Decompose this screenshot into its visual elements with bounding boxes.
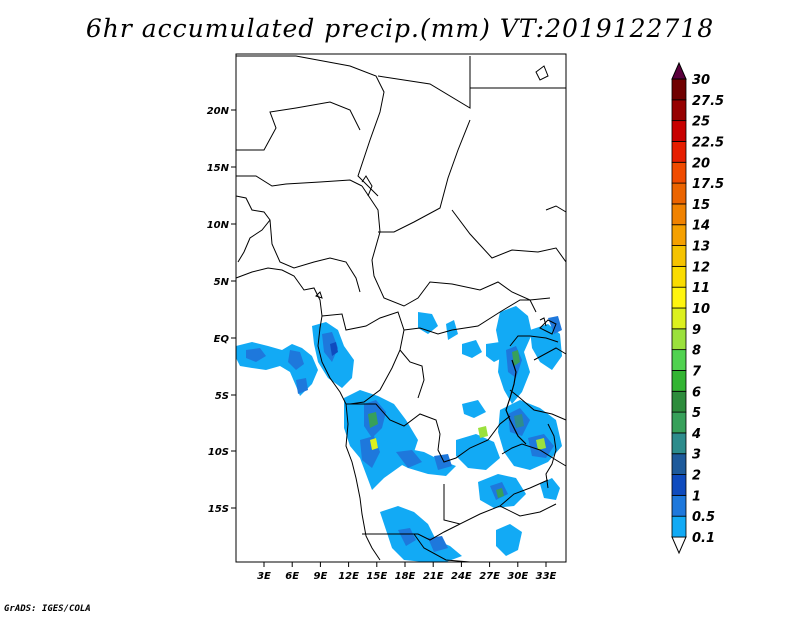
lon-tick-label: 3E xyxy=(257,571,271,582)
colorbar-segment xyxy=(671,203,687,226)
colorbar-segment xyxy=(671,161,687,184)
colorbar-label: 0.1 xyxy=(692,531,715,546)
colorbar-label: 14 xyxy=(692,219,710,234)
lat-tick-label: 5S xyxy=(215,391,229,402)
colorbar-label: 30 xyxy=(692,73,710,88)
colorbar-label: 5 xyxy=(692,406,701,421)
colorbar-label: 12 xyxy=(692,260,710,275)
lat-tick-label: 15N xyxy=(207,163,230,174)
lon-tick-label: 18E xyxy=(395,571,416,582)
precip-shading xyxy=(236,306,562,562)
country-borders xyxy=(235,55,567,563)
colorbar-segment xyxy=(671,453,687,475)
colorbar-label: 17.5 xyxy=(692,177,724,192)
grads-credit: GrADS: IGES/COLA xyxy=(4,604,91,614)
colorbar-label: 13 xyxy=(692,240,710,255)
colorbar-label: 6 xyxy=(692,385,701,400)
latitude-axis: 20N 15N 10N 5N EQ 5S 10S 15S xyxy=(207,106,236,515)
colorbar-label: 2 xyxy=(692,469,701,484)
colorbar-segment xyxy=(671,78,687,101)
colorbar-segment xyxy=(671,265,687,288)
colorbar-label: 0.5 xyxy=(692,510,715,525)
colorbar-segment xyxy=(671,141,687,163)
colorbar-segment xyxy=(671,515,687,538)
lat-tick-label: 10S xyxy=(208,447,229,458)
precip-shading-heavier xyxy=(246,316,562,552)
lon-tick-label: 21E xyxy=(423,571,444,582)
lon-tick-label: 6E xyxy=(285,571,299,582)
map-frame xyxy=(235,53,567,563)
lon-tick-label: 30E xyxy=(507,571,528,582)
lat-tick-label: 15S xyxy=(208,504,229,515)
colorbar-label: 7 xyxy=(692,364,702,379)
colorbar-segment xyxy=(671,349,687,371)
lon-tick-label: 9E xyxy=(314,571,328,582)
colorbar-segment xyxy=(671,411,687,434)
colorbar-segment xyxy=(671,245,687,267)
map-title: 6hr accumulated precip.(mm) VT:201912271… xyxy=(85,14,715,43)
colorbar-label: 8 xyxy=(692,344,701,359)
colorbar-segment xyxy=(671,432,687,455)
colorbar-segment xyxy=(671,328,687,351)
colorbar-segment xyxy=(671,370,687,392)
colorbar-label: 9 xyxy=(692,323,701,338)
map-panel: 20N 15N 10N 5N EQ 5S 10S 15S 3E 6E 9E 12E 15E 18E 21E… xyxy=(207,53,567,582)
colorbar-segment xyxy=(671,390,687,413)
colorbar-label: 22.5 xyxy=(692,135,724,150)
colorbar-label: 20 xyxy=(692,156,710,171)
colorbar-label: 1 xyxy=(692,489,701,504)
colorbar: 0.10.512345678910111213141517.52022.5252… xyxy=(671,61,724,555)
lat-tick-label: EQ xyxy=(214,334,230,345)
colorbar-label: 11 xyxy=(692,281,710,296)
colorbar-segment xyxy=(671,286,687,309)
lon-tick-label: 27E xyxy=(479,571,500,582)
lon-tick-label: 15E xyxy=(366,571,387,582)
colorbar-label: 4 xyxy=(691,427,701,442)
colorbar-min-triangle xyxy=(671,536,687,555)
colorbar-segment xyxy=(671,224,687,246)
colorbar-label: 27.5 xyxy=(692,94,724,109)
colorbar-max-triangle xyxy=(671,61,687,80)
colorbar-segment xyxy=(671,494,687,517)
colorbar-segment xyxy=(671,307,687,330)
lon-tick-label: 24E xyxy=(451,571,472,582)
lat-tick-label: 5N xyxy=(214,277,230,288)
colorbar-segment xyxy=(671,182,687,205)
colorbar-label: 3 xyxy=(692,448,701,463)
colorbar-label: 10 xyxy=(692,302,710,317)
lat-tick-label: 10N xyxy=(207,220,230,231)
lat-tick-label: 20N xyxy=(207,106,230,117)
colorbar-segment xyxy=(671,120,687,142)
colorbar-label: 15 xyxy=(692,198,710,213)
lon-tick-label: 12E xyxy=(338,571,359,582)
colorbar-segment xyxy=(671,474,687,496)
colorbar-label: 25 xyxy=(692,115,710,130)
longitude-axis: 3E 6E 9E 12E 15E 18E 21E 24E 27E 30E 33E xyxy=(257,562,557,582)
colorbar-segment xyxy=(671,99,687,122)
precip-shading-heaviest xyxy=(330,342,546,498)
lon-tick-label: 33E xyxy=(536,571,557,582)
